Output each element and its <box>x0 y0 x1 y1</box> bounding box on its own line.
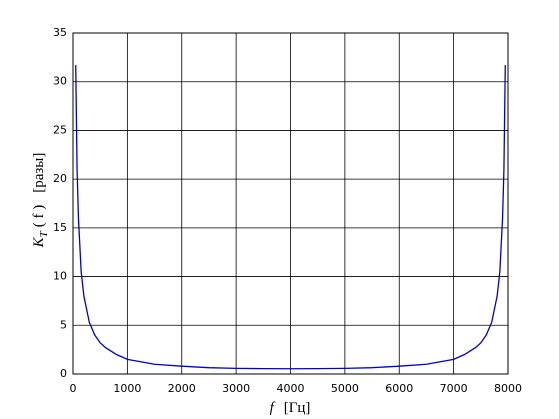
x-tick-label: 1000 <box>113 382 141 395</box>
x-tick-label: 8000 <box>494 382 522 395</box>
x-tick-label: 0 <box>70 382 77 395</box>
y-axis-label: KT ( f ) [разы] <box>31 153 49 249</box>
x-unit: [Гц] <box>284 400 311 416</box>
y-unit: [разы] <box>31 153 47 193</box>
y-tick-label: 25 <box>53 123 67 136</box>
y-tick-label: 5 <box>60 318 67 331</box>
plot-frame <box>72 32 509 375</box>
x-tick-label: 5000 <box>331 382 359 395</box>
x-tick-label: 6000 <box>385 382 413 395</box>
y-tick-label: 10 <box>53 270 67 283</box>
y-tick-label: 20 <box>53 172 67 185</box>
x-tick-label: 3000 <box>222 382 250 395</box>
x-symbol: f <box>270 400 276 416</box>
y-tick-label: 35 <box>53 26 67 39</box>
y-subscript: T <box>38 230 50 237</box>
y-args: ( f ) <box>31 205 47 228</box>
x-tick-label: 7000 <box>440 382 468 395</box>
data-line <box>75 65 506 370</box>
y-tick-label: 15 <box>53 221 67 234</box>
y-symbol: K <box>31 236 47 248</box>
x-tick-label: 4000 <box>277 382 305 395</box>
x-axis-label: f [Гц] <box>270 400 311 416</box>
y-tick-label: 0 <box>60 367 67 380</box>
x-tick-label: 2000 <box>168 382 196 395</box>
y-tick-label: 30 <box>53 75 67 88</box>
